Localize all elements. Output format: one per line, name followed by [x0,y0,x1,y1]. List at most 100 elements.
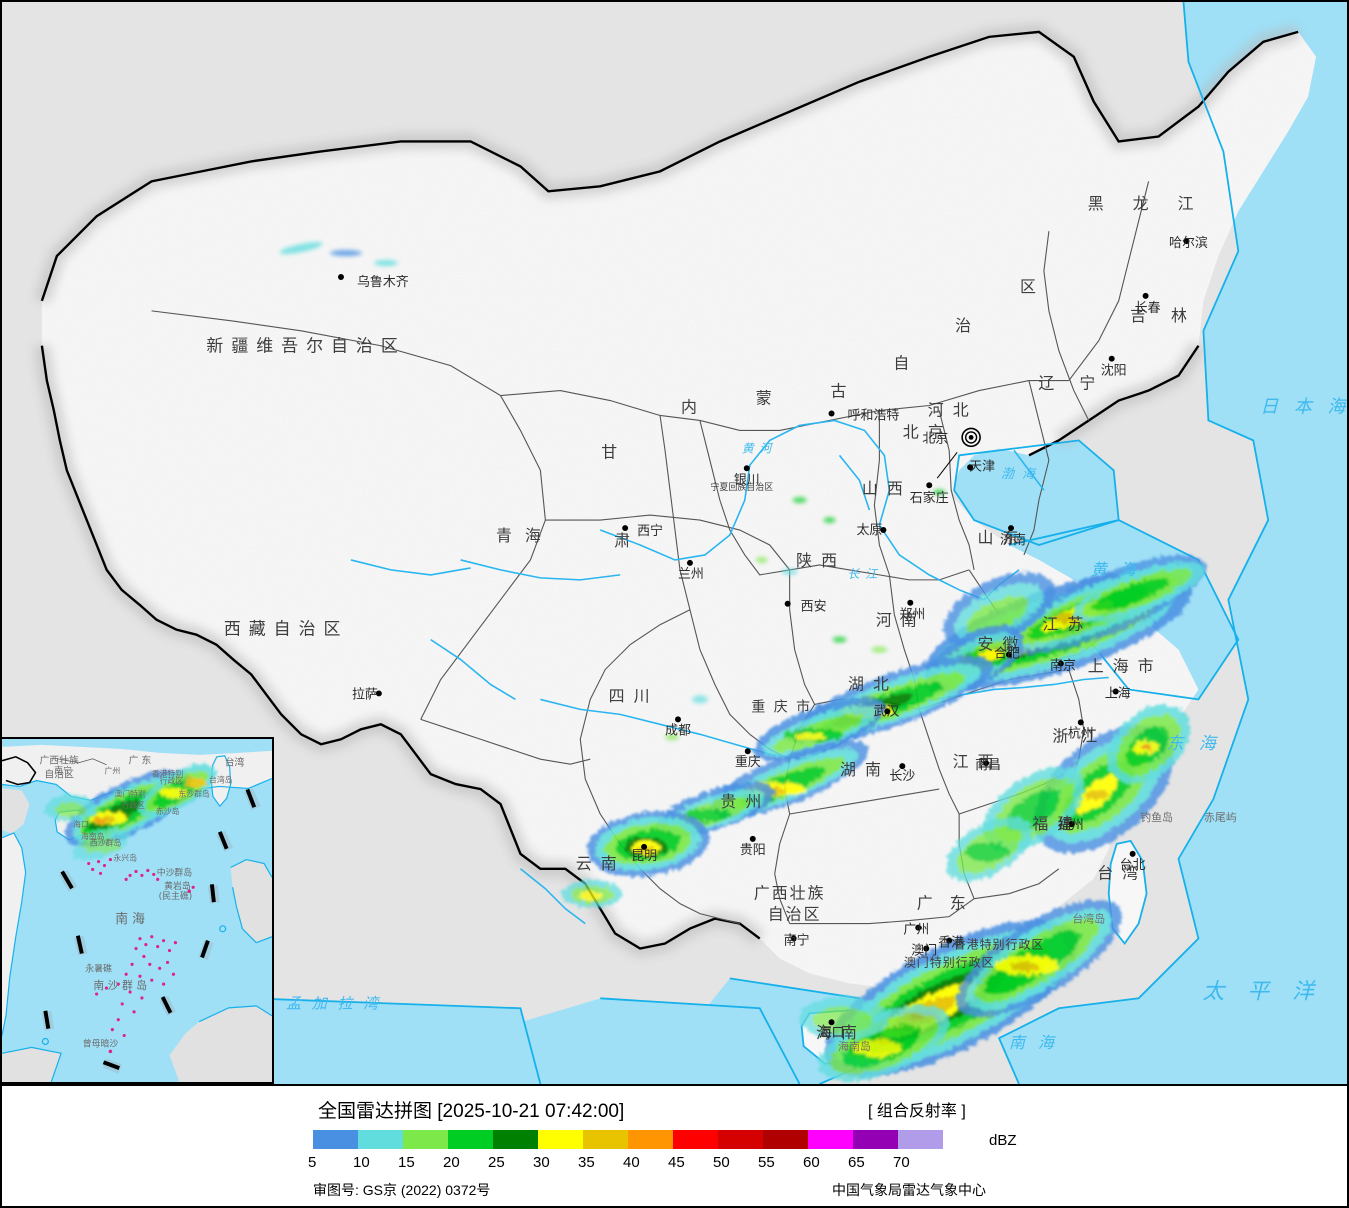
city-marker[interactable] [622,525,629,532]
city-marker[interactable] [915,924,922,931]
city-label[interactable]: 长沙 [889,769,915,784]
city-marker[interactable] [790,935,797,942]
city-marker[interactable] [926,482,933,489]
city-label[interactable]: 澳门 [911,942,937,958]
colorbar-tick: 25 [488,1154,505,1171]
city-label[interactable]: 石家庄 [910,490,949,506]
province-label: 云 南 [576,854,619,873]
city-marker[interactable] [743,465,750,472]
inset-label: 黄岩岛 [164,880,191,892]
legend-title: 全国雷达拼图 [2025-10-21 07:42:00] [318,1101,625,1122]
city-marker[interactable] [1057,660,1064,667]
province-label: 宁夏回族自治区 [710,481,773,493]
city-label[interactable]: 哈尔滨 [1169,235,1208,251]
city-label[interactable]: 郑州 [899,608,925,623]
city-marker[interactable] [967,464,974,471]
city-label[interactable]: 上海 [1105,686,1131,701]
colorbar-cell[interactable] [673,1130,718,1149]
province-label: 江 西 [953,752,996,771]
city-label[interactable]: 广州 [903,923,929,938]
city-marker[interactable] [1129,850,1136,857]
city-label[interactable]: 福州 [1058,818,1084,833]
south-china-sea-inset[interactable]: 广西壮族 自治区广 东台湾 台湾岛 南宁 广州 香港特别 行政区 澳门特别 行政区 东沙群岛 赤沙岛… [0,737,274,1084]
colorbar-tick: 15 [398,1154,415,1171]
colorbar-cell[interactable] [448,1130,493,1149]
city-marker[interactable] [375,690,382,697]
city-label[interactable]: 太原 [856,523,882,538]
colorbar-cell[interactable] [583,1130,628,1149]
colorbar-cell[interactable] [628,1130,673,1149]
capital-marker-beijing [961,427,981,448]
colorbar-cell[interactable] [853,1130,898,1149]
city-label[interactable]: 台北 [1120,858,1146,873]
city-label[interactable]: 贵阳 [740,843,766,858]
city-label[interactable]: 南京 [1050,658,1076,674]
inset-label: 曾母暗沙 [83,1037,119,1049]
colorbar-cell[interactable] [358,1130,403,1149]
city-marker[interactable] [1068,820,1075,827]
city-label[interactable]: 兰州 [678,567,704,582]
city-marker[interactable] [828,410,835,417]
city-label[interactable]: 济南 [1000,532,1026,548]
city-label[interactable]: 呼和浩特 [848,408,900,423]
city-label[interactable]: 香港 [938,936,964,951]
city-marker[interactable] [983,760,990,767]
city-label[interactable]: 银川 [734,473,760,488]
city-marker[interactable] [1008,525,1014,532]
city-marker[interactable] [923,945,930,952]
city-label[interactable]: 合肥 [994,647,1020,662]
colorbar-cell[interactable] [898,1130,943,1149]
city-marker[interactable] [907,599,914,606]
city-marker[interactable] [1142,292,1149,299]
city-label[interactable]: 海口 [819,1026,845,1041]
colorbar-cell[interactable] [808,1130,853,1149]
city-marker[interactable] [784,600,791,607]
colorbar-cell[interactable] [718,1130,763,1149]
city-label[interactable]: 南昌 [975,757,1001,773]
city-label[interactable]: 昆明 [631,849,657,864]
colorbar-cell[interactable] [763,1130,808,1149]
inset-national-boundary [2,755,37,786]
city-label[interactable]: 南宁 [784,933,810,949]
city-marker[interactable] [946,937,953,944]
city-marker[interactable] [1077,719,1084,726]
city-label[interactable]: 长春 [1135,301,1161,316]
city-label[interactable]: 乌鲁木齐 [357,274,409,290]
city-marker[interactable] [1183,238,1190,245]
colorbar-cell[interactable] [403,1130,448,1149]
city-label[interactable]: 拉萨 [352,687,378,702]
city-label[interactable]: 杭州 [1068,726,1094,741]
city-marker[interactable] [744,748,751,755]
province-label: 贵 州 [720,792,763,811]
city-marker[interactable] [749,835,756,842]
city-marker[interactable] [828,1019,835,1026]
city-marker[interactable] [674,716,681,723]
city-marker[interactable] [1108,355,1115,362]
colorbar-cell[interactable] [493,1130,538,1149]
city-label[interactable]: 天津 [969,459,995,474]
city-marker[interactable] [880,527,887,534]
city-label[interactable]: 沈阳 [1101,364,1127,379]
inset-label: 台湾 [225,756,245,769]
colorbar-tick: 45 [668,1154,685,1171]
city-marker[interactable] [338,273,344,280]
city-marker[interactable] [686,559,693,566]
city-marker[interactable] [884,708,891,715]
colorbar-cell[interactable] [538,1130,583,1149]
city-label[interactable]: 西宁 [637,523,663,539]
city-label[interactable]: 西安 [801,600,827,615]
city-label[interactable]: 重庆 [735,754,761,770]
inset-label: 台湾岛 [209,774,233,784]
city-label[interactable]: 成都 [665,723,691,738]
city-label[interactable]: 武汉 [873,704,899,719]
city-marker[interactable] [899,763,906,770]
city-marker[interactable] [1112,688,1119,695]
city-marker[interactable] [1006,651,1012,658]
city-marker[interactable] [641,843,648,850]
city-label[interactable]: 北京 [922,431,948,446]
dbz-colorbar[interactable] [313,1130,943,1149]
colorbar-cell[interactable] [313,1130,358,1149]
